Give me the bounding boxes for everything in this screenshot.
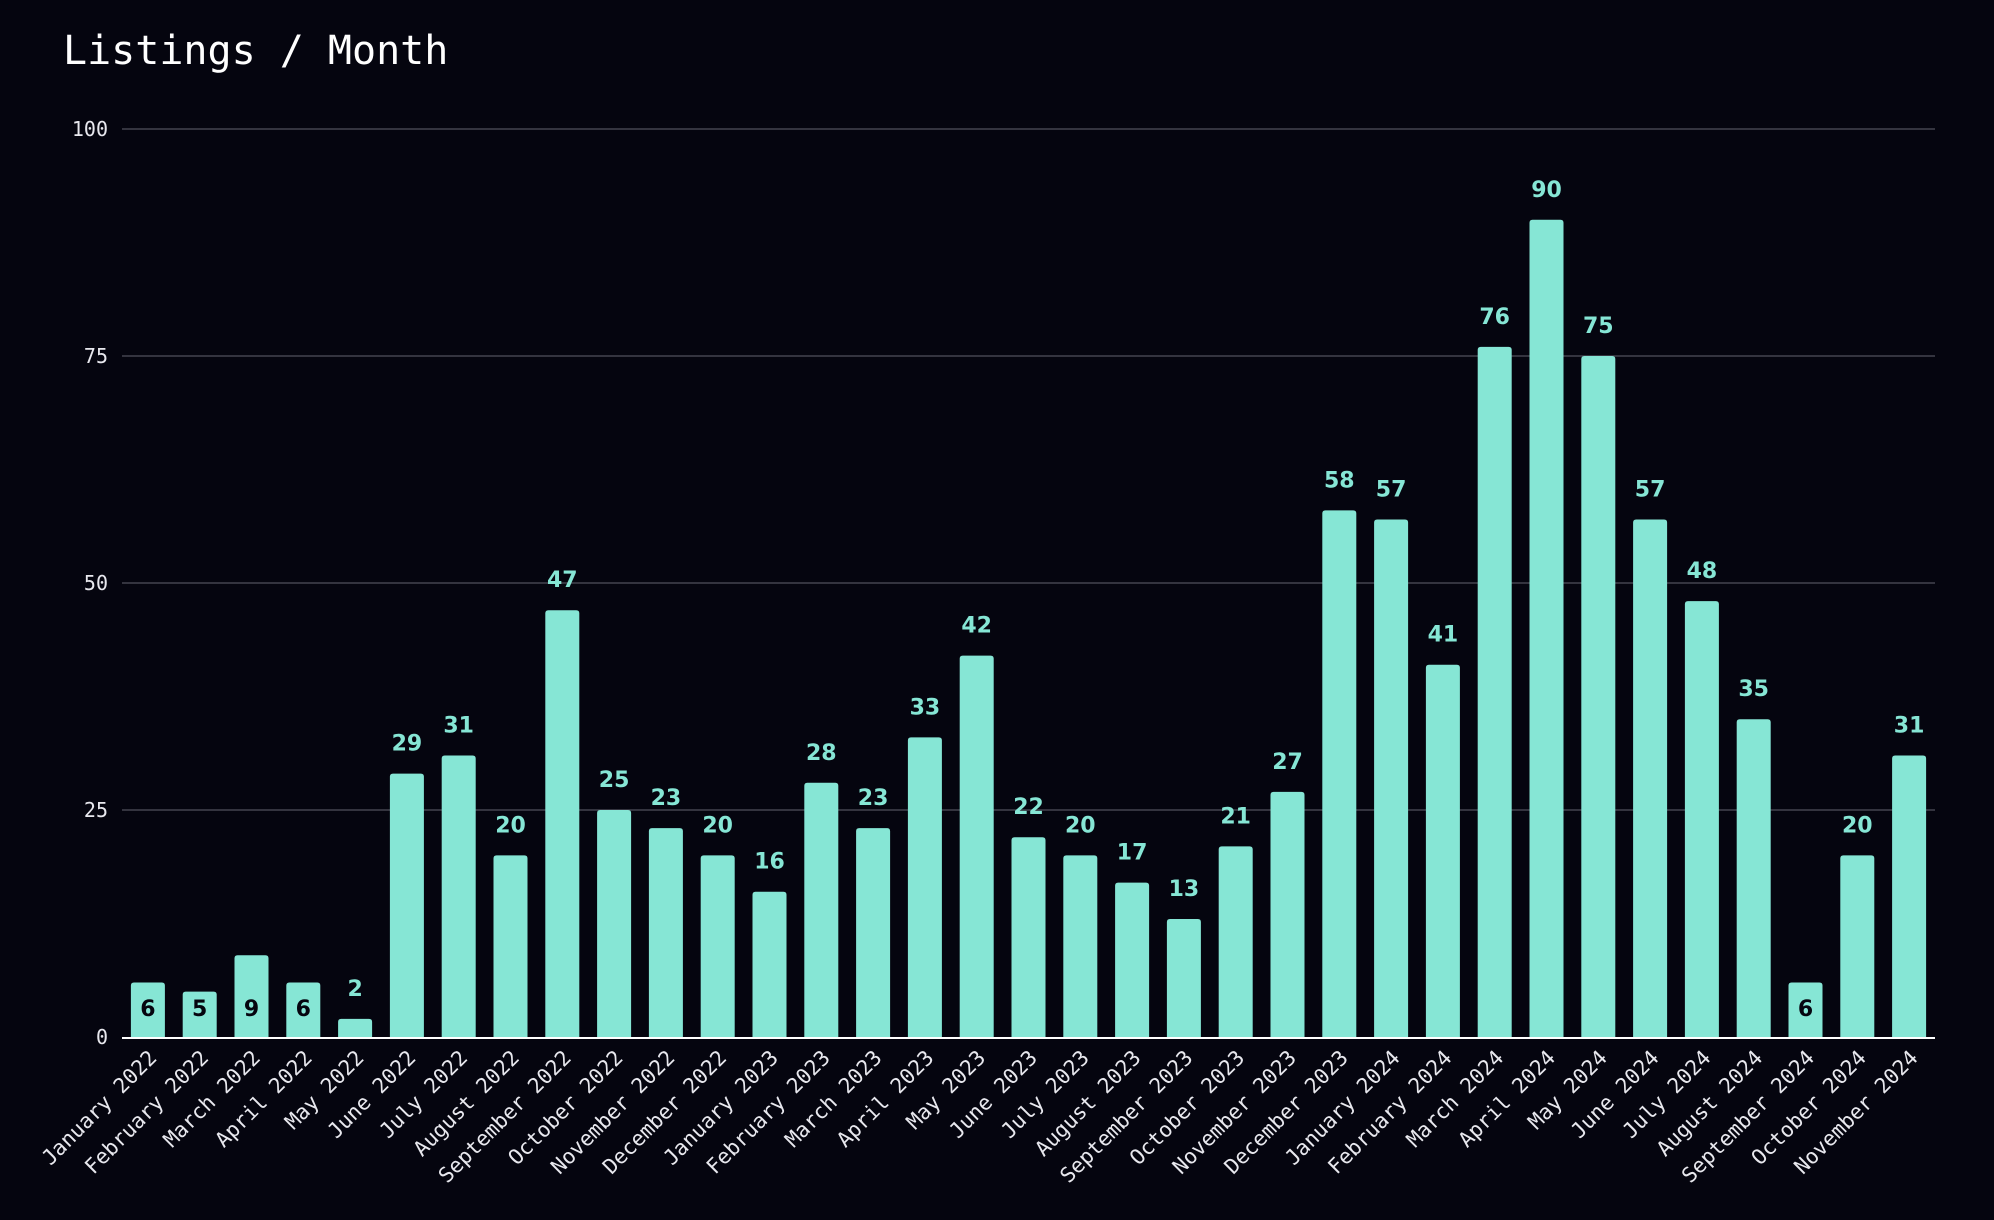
y-tick-label: 75	[84, 344, 108, 368]
bar-value-label: 23	[858, 786, 889, 811]
bar-value-label: 17	[1117, 841, 1148, 866]
bar	[1115, 882, 1150, 1037]
bar	[856, 828, 891, 1037]
bar-value-label: 6	[296, 997, 311, 1022]
bar-value-label: 31	[443, 714, 474, 739]
bar	[389, 773, 424, 1037]
bar	[1166, 918, 1201, 1037]
bar-value-label: 57	[1376, 477, 1407, 502]
bar-value-label: 6	[140, 997, 155, 1022]
bar	[700, 855, 735, 1037]
bars	[130, 219, 1927, 1038]
bar	[182, 991, 217, 1037]
bar	[1736, 719, 1771, 1037]
bar	[1788, 982, 1823, 1037]
bar-value-label: 29	[392, 732, 423, 757]
bar	[804, 782, 839, 1037]
bar	[545, 610, 580, 1037]
bar-value-label: 28	[806, 741, 837, 766]
chart-title: Listings / Month	[63, 28, 448, 74]
bar-value-label: 31	[1894, 714, 1925, 739]
bar-value-label: 21	[1220, 804, 1251, 829]
bar-value-label: 2	[347, 977, 362, 1002]
bar	[1840, 855, 1875, 1037]
bar	[441, 755, 476, 1037]
bar-value-label: 42	[961, 614, 992, 639]
bar-value-label: 48	[1687, 559, 1718, 584]
bar	[493, 855, 528, 1037]
bar-value-label: 16	[754, 850, 785, 875]
bar	[752, 891, 787, 1037]
bar	[1270, 791, 1305, 1037]
bar-value-label: 57	[1635, 477, 1666, 502]
bar	[1011, 837, 1046, 1037]
bar	[1322, 510, 1357, 1037]
bar	[130, 982, 165, 1037]
y-tick-label: 50	[84, 571, 108, 595]
bar	[286, 982, 321, 1037]
bar	[597, 810, 632, 1037]
bar	[907, 737, 942, 1037]
bar	[1218, 846, 1253, 1037]
bar-value-label: 76	[1479, 305, 1510, 330]
bar	[1892, 755, 1927, 1037]
bar	[1425, 664, 1460, 1037]
bar-value-label: 27	[1272, 750, 1303, 775]
bar-value-label: 23	[651, 786, 682, 811]
bar-value-labels: 6 5 9 6 2 29 31 20 47 25 23 20 16 28 23 33 42 22 20 17 13 21 2…	[140, 178, 1924, 1022]
y-tick-label: 0	[96, 1025, 108, 1049]
bar-value-label: 90	[1531, 178, 1562, 203]
bar-value-label: 13	[1169, 877, 1200, 902]
bar-value-label: 20	[495, 813, 526, 838]
bar-value-label: 20	[1065, 813, 1096, 838]
bar-value-label: 22	[1013, 795, 1044, 820]
bar-value-label: 35	[1738, 677, 1769, 702]
y-tick-label: 25	[84, 798, 108, 822]
bar-value-label: 47	[547, 568, 578, 593]
bar-value-label: 5	[192, 997, 207, 1022]
bar	[648, 828, 683, 1037]
bar-value-label: 41	[1428, 623, 1459, 648]
bar	[1477, 346, 1512, 1037]
bar	[1633, 519, 1668, 1037]
bar-value-label: 9	[244, 997, 259, 1022]
bar	[959, 655, 994, 1037]
bar-value-label: 6	[1798, 997, 1813, 1022]
bar	[234, 955, 269, 1037]
bar	[1529, 219, 1564, 1038]
y-tick-label: 100	[72, 117, 108, 141]
bar-value-label: 75	[1583, 314, 1614, 339]
bar-value-label: 20	[1842, 813, 1873, 838]
bar-value-label: 58	[1324, 468, 1355, 493]
bar	[1684, 601, 1719, 1037]
bar	[338, 1018, 373, 1037]
y-axis-ticks: 0 25 50 75 100	[72, 117, 108, 1049]
bar-value-label: 20	[702, 813, 733, 838]
bar-value-label: 25	[599, 768, 630, 793]
bar	[1581, 356, 1616, 1037]
gridlines	[122, 128, 1935, 811]
bar	[1374, 519, 1409, 1037]
bar	[1063, 855, 1098, 1037]
bar-value-label: 33	[910, 695, 941, 720]
